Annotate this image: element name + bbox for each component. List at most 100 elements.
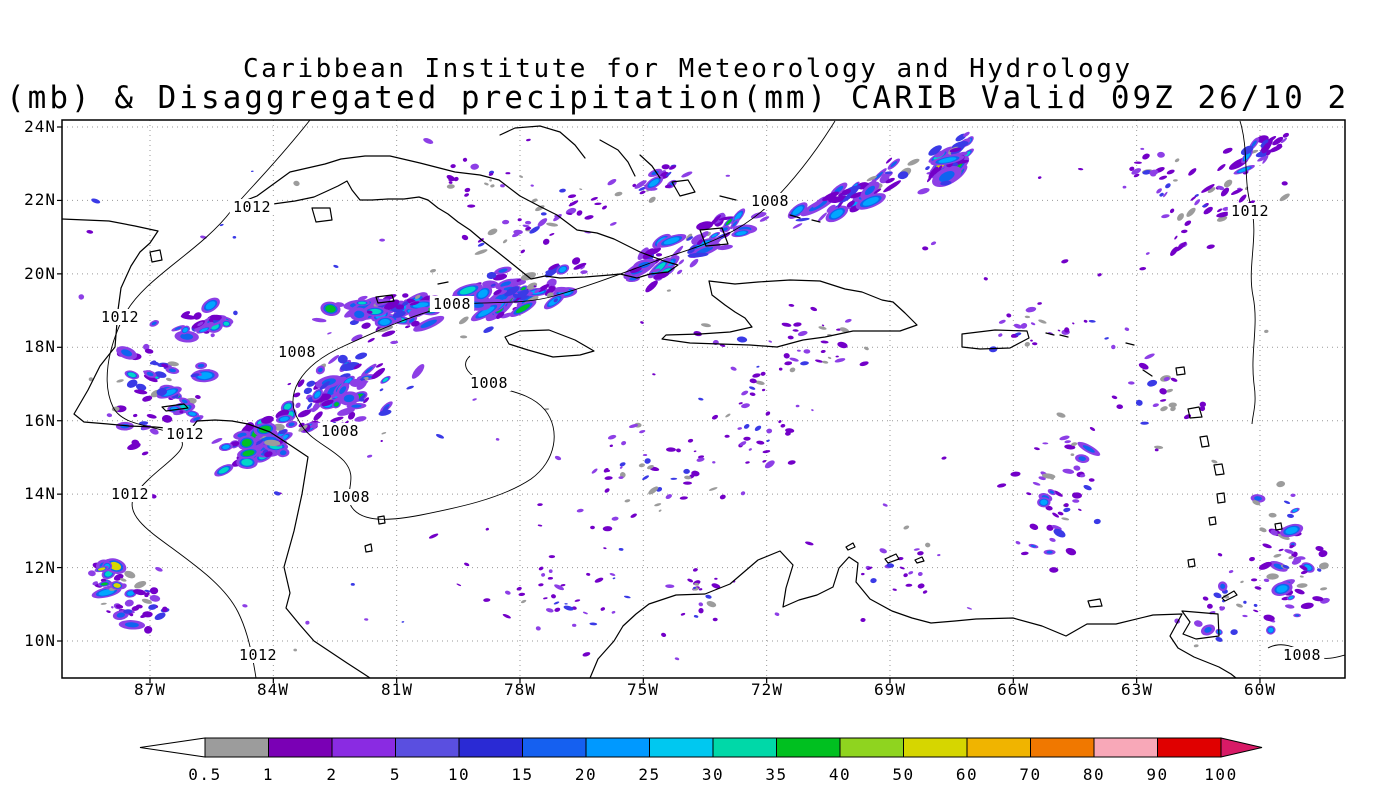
- precip-blob: [797, 350, 801, 352]
- precip-blob: [1160, 399, 1167, 403]
- precip-blob: [1089, 478, 1095, 482]
- precip-blob: [1236, 603, 1244, 609]
- coast-jamaica: [505, 330, 594, 357]
- precip-blob: [86, 230, 93, 235]
- precip-blob: [1262, 543, 1272, 550]
- precip-blob: [537, 503, 543, 506]
- colorbar-segment: [1158, 738, 1222, 757]
- precip-blob: [743, 423, 750, 430]
- precip-blob: [381, 432, 386, 435]
- precip-blob: [736, 336, 747, 343]
- coast-lesser-antilles: [1046, 333, 1282, 567]
- precip-blob: [351, 583, 355, 586]
- precip-blob: [1025, 306, 1037, 313]
- precip-blob: [762, 450, 770, 454]
- precip-blob: [232, 310, 238, 316]
- precip-blob: [1061, 517, 1069, 521]
- precip-blob: [752, 373, 761, 379]
- precip-blob: [1240, 580, 1244, 583]
- precip-blob: [564, 603, 567, 605]
- pressure-label: 1012: [239, 646, 277, 664]
- precip-blob: [762, 389, 766, 392]
- precip-blob: [1168, 402, 1177, 408]
- precip-blob: [1222, 146, 1233, 154]
- precip-blob: [1024, 341, 1031, 347]
- precip-blob: [148, 604, 158, 611]
- precip-blob: [660, 632, 666, 638]
- precip-blob: [354, 351, 368, 361]
- precip-blob: [589, 622, 597, 625]
- precip-blob: [1138, 362, 1150, 371]
- precip-blob: [1169, 208, 1175, 214]
- precip-blob: [1174, 235, 1178, 240]
- precip-blob: [401, 621, 404, 623]
- precip-blob: [580, 270, 588, 274]
- precip-blob: [1251, 578, 1257, 581]
- precip-blob: [1037, 302, 1042, 305]
- precip-blob: [800, 361, 809, 366]
- precip-blob: [563, 605, 574, 612]
- precip-blob: [1161, 214, 1170, 219]
- precip-blob: [467, 204, 475, 207]
- precip-blob: [754, 425, 762, 433]
- precip-blob: [572, 624, 576, 627]
- precip-blob: [1021, 551, 1029, 555]
- precip-blob: [706, 600, 717, 608]
- precip-blob: [233, 236, 237, 239]
- colorbar-tick-label: 20: [575, 765, 597, 784]
- precip-blob: [788, 304, 794, 308]
- precip-blob: [601, 205, 607, 211]
- coast-bahamas-islands: [500, 126, 820, 246]
- precip-blob: [1166, 388, 1174, 393]
- precip-blob: [803, 349, 810, 353]
- precip-blob: [406, 385, 414, 390]
- precip-blob: [818, 326, 827, 331]
- precip-blob: [914, 548, 920, 551]
- precip-blob: [435, 433, 444, 440]
- precip-blob: [1152, 403, 1159, 408]
- precip-blob: [749, 386, 756, 391]
- precip-blob: [603, 526, 613, 531]
- precip-blob: [1276, 480, 1286, 487]
- precip-blob: [470, 163, 479, 170]
- precip-blob: [780, 424, 785, 429]
- precip-blob: [748, 448, 752, 452]
- precip-blob: [611, 516, 618, 521]
- precip-blob: [535, 626, 541, 631]
- precip-blob: [1030, 339, 1033, 341]
- precip-blob: [450, 164, 456, 168]
- precip-blob: [568, 199, 579, 207]
- precip-blob: [941, 456, 947, 460]
- precip-blob: [1025, 315, 1031, 318]
- precip-blob: [1146, 252, 1151, 256]
- precip-blob: [658, 509, 662, 512]
- precip-blob: [1144, 352, 1156, 360]
- precip-blob: [1242, 615, 1248, 618]
- precip-blob: [422, 137, 434, 145]
- precip-blob: [1124, 327, 1129, 332]
- precip-blob: [380, 440, 383, 443]
- precip-blob: [725, 413, 731, 418]
- coast-isla-juventud: [312, 208, 332, 222]
- precip-blob: [648, 195, 657, 204]
- precip-blob: [211, 437, 223, 445]
- precip-blob: [1049, 537, 1056, 542]
- precip-blob: [967, 607, 973, 610]
- precip-blob: [828, 356, 832, 359]
- precip-blob: [1097, 273, 1102, 277]
- precip-blob: [882, 503, 888, 507]
- precip-blob: [899, 566, 905, 570]
- precip-blob: [144, 626, 153, 635]
- precip-blob: [583, 611, 589, 615]
- precip-blob: [517, 218, 521, 221]
- precip-blob: [666, 447, 676, 452]
- precip-blob: [861, 573, 865, 575]
- pressure-label: 1008: [321, 422, 359, 440]
- precip-blob: [312, 317, 327, 323]
- precip-blob: [1230, 629, 1238, 636]
- precip-blob: [518, 592, 525, 596]
- precip-blob: [106, 413, 112, 417]
- precip-blob: [1073, 465, 1081, 471]
- precip-blob: [683, 481, 692, 484]
- precip-blob: [453, 176, 459, 182]
